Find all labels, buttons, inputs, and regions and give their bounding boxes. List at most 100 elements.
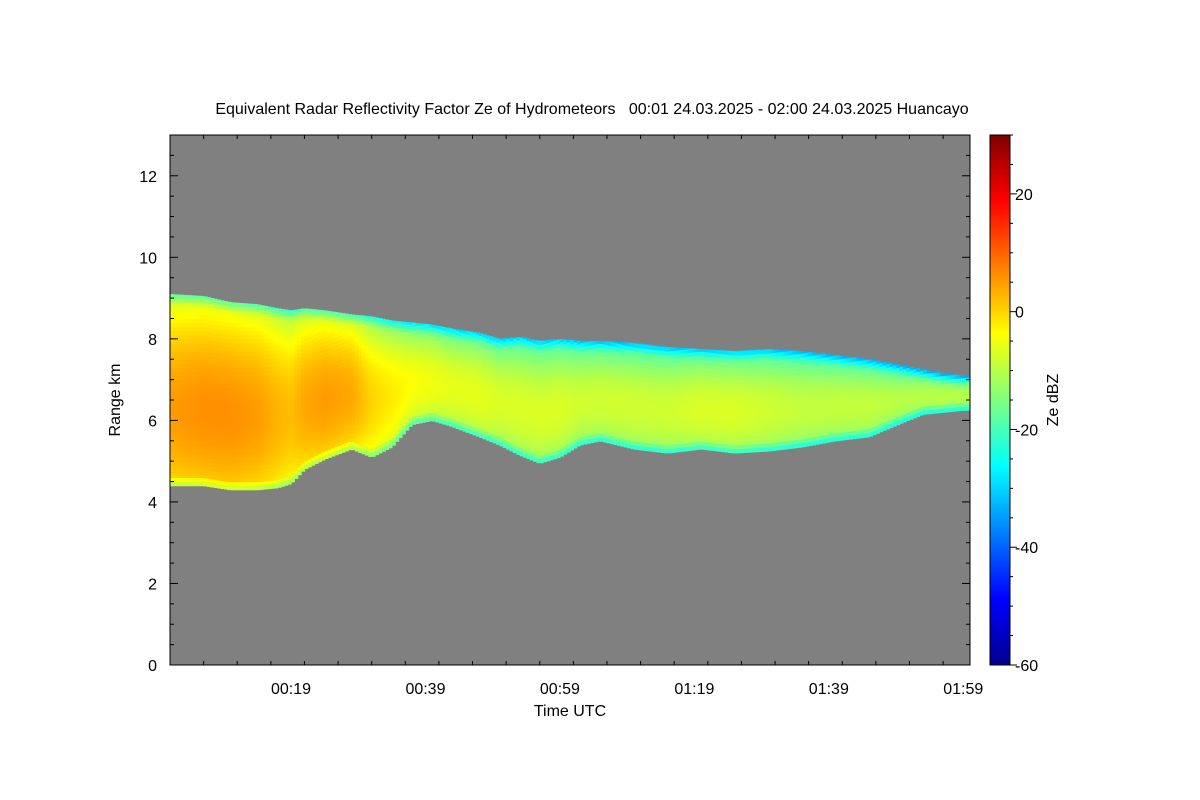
echo-cell: [543, 363, 548, 369]
echo-cell: [264, 329, 269, 335]
echo-cell: [603, 344, 608, 349]
echo-cell: [465, 428, 470, 433]
echo-cell: [270, 439, 275, 444]
echo-cell: [270, 480, 275, 485]
echo-cell: [620, 437, 625, 443]
echo-cell: [643, 446, 648, 451]
echo-cell: [556, 424, 561, 430]
echo-cell: [341, 333, 346, 339]
echo-cell: [180, 420, 185, 426]
echo-cell: [640, 368, 645, 374]
echo-cell: [200, 326, 205, 332]
echo-cell: [280, 408, 285, 414]
echo-cell: [213, 446, 218, 452]
echo-cell: [250, 338, 255, 344]
echo-cell: [472, 361, 477, 367]
echo-cell: [425, 356, 430, 361]
echo-cell: [371, 317, 376, 323]
echo-cell: [206, 433, 211, 439]
echo-cell: [213, 450, 218, 456]
echo-cell: [375, 381, 379, 386]
echo-cell: [506, 432, 511, 438]
echo-cell: [418, 357, 423, 363]
echo-cell: [516, 425, 521, 431]
echo-cell: [176, 310, 181, 315]
echo-cell: [186, 461, 191, 466]
echo-cell: [391, 387, 396, 393]
echo-cell: [590, 438, 595, 444]
echo-cell: [176, 383, 181, 389]
echo-cell: [590, 393, 595, 399]
echo-cell: [186, 322, 191, 328]
echo-cell: [617, 371, 622, 377]
echo-cell: [445, 343, 450, 349]
echo-cell: [193, 355, 198, 360]
echo-cell: [657, 443, 662, 449]
echo-cell: [317, 339, 322, 345]
echo-cell: [617, 380, 622, 385]
echo-cell: [368, 366, 373, 372]
echo-cell: [227, 464, 232, 470]
echo-cell: [301, 467, 306, 472]
echo-cell: [637, 412, 642, 418]
echo-cell: [193, 298, 198, 303]
echo-cell: [506, 428, 511, 434]
echo-cell: [351, 331, 356, 337]
echo-cell: [291, 318, 295, 324]
echo-cell: [546, 403, 551, 409]
echo-cell: [395, 424, 400, 430]
echo-cell: [354, 377, 359, 383]
echo-cell: [307, 340, 312, 346]
echo-cell: [590, 348, 595, 354]
echo-cell: [230, 342, 235, 348]
echo-cell: [277, 381, 282, 386]
echo-cell: [640, 396, 645, 402]
echo-cell: [529, 435, 534, 441]
echo-cell: [438, 414, 443, 420]
echo-cell: [254, 457, 258, 462]
echo-cell: [438, 345, 443, 351]
echo-cell: [237, 379, 242, 385]
echo-cell: [351, 412, 356, 418]
echo-cell: [264, 399, 269, 404]
echo-cell: [358, 346, 363, 351]
echo-cell: [307, 446, 312, 452]
echo-cell: [230, 330, 235, 336]
echo-cell: [254, 330, 258, 336]
echo-cell: [334, 352, 339, 358]
echo-cell: [479, 396, 484, 402]
echo-cell: [270, 398, 275, 404]
echo-cell: [576, 360, 581, 365]
echo-cell: [240, 473, 245, 479]
echo-cell: [536, 446, 541, 451]
echo-cell: [485, 354, 490, 360]
echo-cell: [435, 377, 440, 382]
echo-cell: [412, 395, 416, 401]
echo-cell: [257, 375, 262, 381]
echo-cell: [408, 322, 413, 326]
echo-cell: [307, 413, 312, 419]
echo-cell: [327, 404, 332, 409]
echo-cell: [301, 352, 306, 358]
echo-cell: [516, 348, 521, 353]
echo-cell: [257, 342, 262, 348]
echo-cell: [620, 384, 625, 390]
echo-cell: [405, 377, 410, 382]
echo-cell: [196, 359, 201, 364]
echo-cell: [630, 350, 635, 356]
echo-cell: [368, 431, 373, 437]
echo-cell: [452, 390, 457, 396]
echo-cell: [415, 419, 420, 425]
echo-cell: [206, 364, 211, 369]
echo-cell: [220, 455, 225, 461]
echo-cell: [633, 383, 638, 389]
echo-cell: [176, 440, 181, 446]
echo-cell: [650, 357, 655, 363]
echo-cell: [206, 400, 211, 406]
echo-cell: [287, 418, 292, 424]
echo-cell: [267, 358, 272, 363]
echo-cell: [327, 347, 332, 352]
echo-cell: [321, 358, 326, 363]
echo-cell: [334, 377, 339, 382]
echo-cell: [405, 413, 410, 419]
